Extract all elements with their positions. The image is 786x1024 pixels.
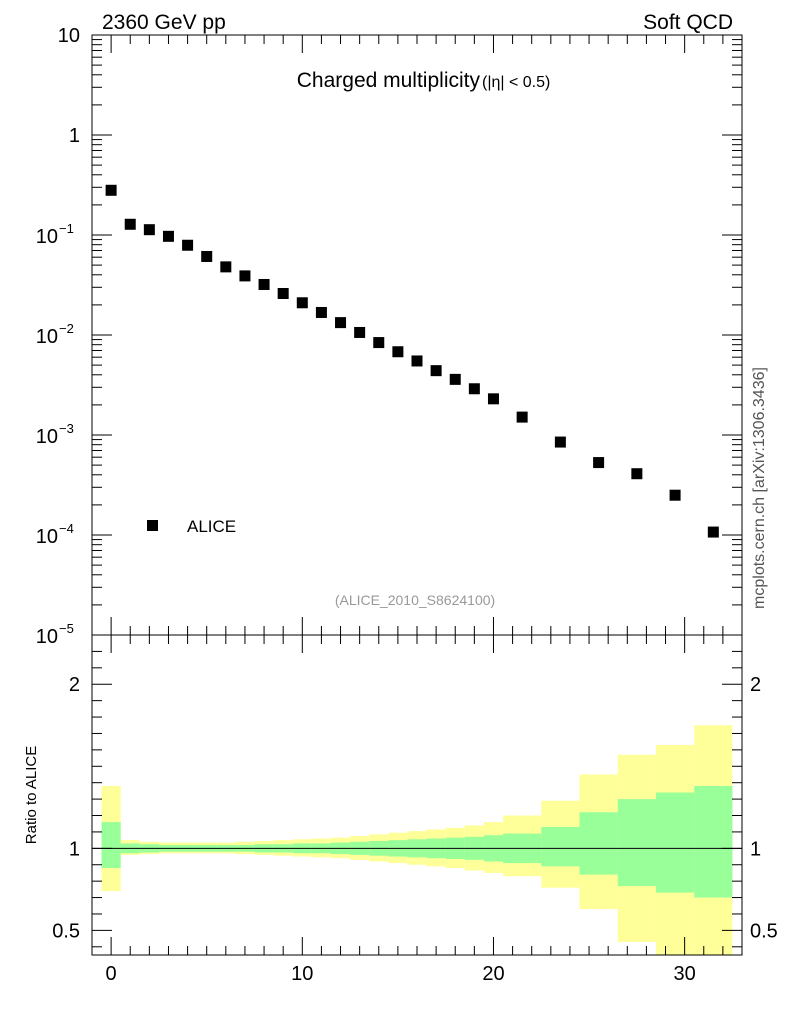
data-point: [411, 355, 423, 367]
ratio-bands: [101, 725, 733, 955]
x-tick-label: 10: [291, 963, 313, 985]
y-tick-exponent: −5: [59, 621, 74, 636]
data-point: [449, 373, 461, 385]
data-point: [354, 326, 366, 338]
ratio-y-axis-label: Ratio to ALICE: [23, 746, 40, 844]
y-tick-label: 10: [36, 326, 58, 348]
x-tick-label: 0: [106, 963, 117, 985]
data-point: [201, 250, 213, 262]
legend-marker: [147, 520, 158, 531]
stat-band: [101, 822, 121, 869]
data-point: [631, 468, 643, 480]
data-point: [468, 383, 480, 395]
data-point: [335, 317, 347, 329]
ratio-y-tick-label-left: 1: [69, 838, 80, 860]
x-tick-label: 20: [482, 963, 504, 985]
ratio-tick-labels: 0.5 0.51 12 20 10 20 30: [52, 674, 778, 985]
stat-band: [617, 799, 656, 887]
ratio-plot: 0.5 0.51 12 20 10 20 30 Ratio to ALICE: [23, 634, 778, 985]
main-frame: [91, 34, 743, 636]
y-tick-exponent: −2: [59, 321, 74, 336]
y-tick-label: 1: [69, 125, 80, 147]
stat-band: [579, 812, 618, 875]
data-markers: [105, 184, 719, 538]
data-point: [182, 239, 194, 251]
data-point: [554, 436, 566, 448]
data-point: [315, 306, 327, 318]
y-tick-exponent: −3: [59, 421, 74, 436]
data-point: [430, 365, 442, 377]
data-point: [162, 230, 174, 242]
y-tick-label: 10: [36, 226, 58, 248]
y-tick-label: 10: [36, 626, 58, 648]
data-point: [296, 297, 308, 309]
x-tick-label: 30: [674, 963, 696, 985]
data-point: [593, 457, 605, 469]
ratio-y-tick-label-right: 2: [750, 674, 761, 696]
y-tick-exponent: −4: [59, 521, 74, 536]
stat-band: [655, 792, 695, 893]
data-point: [143, 224, 155, 236]
ratio-axis-ticks: [91, 635, 742, 955]
data-point: [669, 489, 681, 501]
analysis-tag: (ALICE_2010_S8624100): [335, 592, 495, 608]
ratio-y-tick-label-left: 0.5: [52, 920, 80, 942]
plot-title-cut: (|η| < 0.5): [482, 74, 550, 91]
data-point: [258, 278, 270, 290]
data-point: [707, 526, 719, 538]
data-point: [105, 184, 117, 196]
header-left: 2360 GeV pp: [102, 11, 226, 34]
ratio-y-tick-label-right: 1: [750, 838, 761, 860]
data-point: [487, 393, 499, 405]
main-axis-ticks: [91, 34, 742, 636]
ratio-frame: [91, 634, 743, 956]
y-tick-label: 10: [36, 426, 58, 448]
data-point: [392, 346, 404, 358]
ratio-y-tick-label-right: 0.5: [750, 920, 778, 942]
data-point: [277, 288, 289, 300]
stat-band: [541, 827, 580, 867]
y-tick-exponent: −1: [59, 221, 74, 236]
stat-band: [694, 785, 733, 898]
legend-label: ALICE: [187, 517, 236, 536]
data-point: [373, 337, 385, 349]
data-point: [239, 270, 251, 282]
plot-title: Charged multiplicity: [297, 69, 481, 92]
ratio-y-tick-label-left: 2: [69, 674, 80, 696]
header-right: Soft QCD: [643, 11, 733, 34]
data-point: [516, 411, 528, 423]
y-tick-label: 10: [36, 526, 58, 548]
y-tick-label: 10: [58, 25, 80, 47]
data-point: [124, 218, 136, 230]
side-label: mcplots.cern.ch [arXiv:1306.3436]: [751, 367, 768, 609]
data-point: [220, 261, 232, 273]
